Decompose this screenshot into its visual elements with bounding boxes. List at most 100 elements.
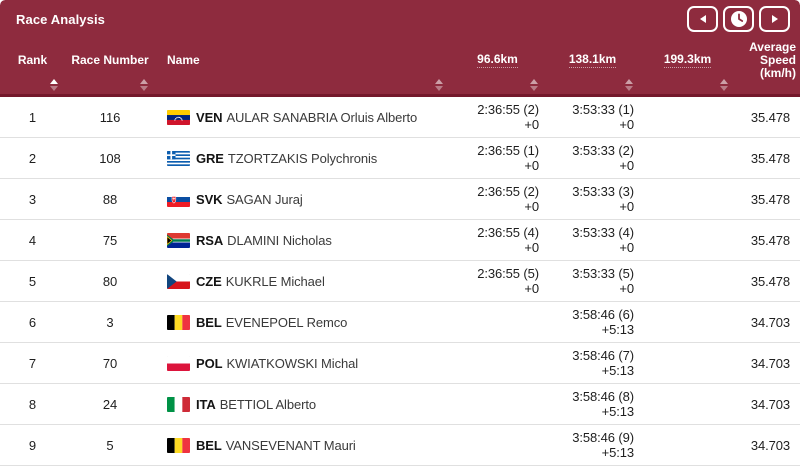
column-header-km3[interactable]: 199.3km (640, 38, 735, 94)
average-speed-cell: 35.478 (750, 109, 790, 125)
page-title: Race Analysis (16, 11, 105, 27)
noc-code: BEL (196, 437, 222, 453)
noc-code: SVK (196, 191, 223, 207)
split-time: 2:36:55 (4) (477, 225, 539, 240)
table-row: 6 3 BEL EVENEPOEL Remco 3:58:46 (6) +5:13 34.7… (0, 302, 800, 343)
column-header-rank[interactable]: Rank (0, 38, 65, 94)
race-number-cell: 88 (102, 191, 118, 207)
sort-arrows-icon[interactable] (50, 79, 58, 91)
table-row: 5 80 CZE KUKRLE Michael 2:36:55 (5) +0 3:53:33… (0, 261, 800, 302)
sort-arrows-icon[interactable] (625, 79, 633, 91)
athlete-cell: BEL EVENEPOEL Remco (155, 314, 450, 330)
split-km2-cell: 3:58:46 (9) +5:13 (545, 430, 640, 460)
rank-cell: 4 (28, 232, 37, 248)
sort-arrows-icon[interactable] (530, 79, 538, 91)
column-header-km1[interactable]: 96.6km (450, 38, 545, 94)
split-gap: +0 (524, 199, 539, 214)
results-table-body: 1 116 VEN AULAR SANABRIA Orluis Alberto 2:36… (0, 97, 800, 466)
split-km1-cell: 2:36:55 (2) +0 (450, 184, 545, 214)
prev-split-button[interactable] (687, 6, 718, 32)
split-time: 2:36:55 (2) (477, 184, 539, 199)
next-split-button[interactable] (759, 6, 790, 32)
split-km1-cell: 2:36:55 (5) +0 (450, 266, 545, 296)
athlete-cell: VEN AULAR SANABRIA Orluis Alberto (155, 109, 450, 125)
athlete-cell: POL KWIATKOWSKI Michal (155, 355, 450, 371)
race-number-cell: 70 (102, 355, 118, 371)
column-header-km2[interactable]: 138.1km (545, 38, 640, 94)
athlete-cell: RSA DLAMINI Nicholas (155, 232, 450, 248)
split-time: 2:36:55 (1) (477, 143, 539, 158)
column-headers-row: Rank Race Number Name 96.6km 138.1km 199.3km A… (0, 38, 800, 94)
athlete-cell: SVK SAGAN Juraj (155, 191, 450, 207)
rank-cell: 9 (28, 437, 37, 453)
sort-arrows-icon[interactable] (720, 79, 728, 91)
athlete-cell: ITA BETTIOL Alberto (155, 396, 450, 412)
sort-arrows-icon[interactable] (435, 79, 443, 91)
split-gap: +0 (619, 281, 634, 296)
race-number-cell: 108 (99, 150, 121, 166)
column-header-name[interactable]: Name (155, 38, 450, 94)
table-row: 3 88 SVK SAGAN Juraj 2:36:55 (2) +0 3:53:33 (3… (0, 179, 800, 220)
split-gap: +0 (619, 158, 634, 173)
column-label-km1: 96.6km (477, 51, 518, 68)
table-row: 4 75 RSA DLAMINI Nicholas 2:36:55 (4) +0 3:53:… (0, 220, 800, 261)
flag-icon-gre (167, 150, 190, 166)
split-gap: +5:13 (601, 363, 635, 378)
column-label-num: Race Number (71, 52, 149, 67)
split-time: 3:53:33 (1) (572, 102, 634, 117)
rank-cell: 6 (28, 314, 37, 330)
noc-code: VEN (196, 109, 223, 125)
split-gap: +0 (524, 117, 539, 132)
noc-code: CZE (196, 273, 222, 289)
split-time: 3:58:46 (7) (572, 348, 634, 363)
athlete-name: BETTIOL Alberto (219, 396, 316, 412)
split-gap: +0 (619, 199, 634, 214)
time-mode-button[interactable] (723, 6, 754, 32)
average-speed-cell: 35.478 (750, 150, 790, 166)
split-gap: +0 (524, 158, 539, 173)
split-km2-cell: 3:58:46 (6) +5:13 (545, 307, 640, 337)
split-gap: +0 (619, 117, 634, 132)
average-speed-cell: 34.703 (750, 396, 790, 412)
flag-icon-bel (167, 437, 190, 453)
table-row: 7 70 POL KWIATKOWSKI Michal 3:58:46 (7) +5:13… (0, 343, 800, 384)
split-time: 2:36:55 (5) (477, 266, 539, 281)
race-number-cell: 75 (102, 232, 118, 248)
split-time: 3:53:33 (5) (572, 266, 634, 281)
split-km2-cell: 3:53:33 (4) +0 (545, 225, 640, 255)
table-header: Race Analysis Rank Race Number Name 96.6km 1… (0, 0, 800, 97)
average-speed-cell: 35.478 (750, 191, 790, 207)
rank-cell: 7 (28, 355, 37, 371)
split-time: 3:58:46 (6) (572, 307, 634, 322)
column-label-km2: 138.1km (568, 51, 617, 68)
clock-icon (730, 11, 747, 27)
chevron-right-icon (771, 15, 778, 23)
column-header-num[interactable]: Race Number (65, 38, 155, 94)
flag-icon-rsa (167, 232, 190, 248)
split-time: 3:53:33 (4) (572, 225, 634, 240)
flag-icon-ven (167, 109, 190, 125)
split-gap: +5:13 (601, 404, 635, 419)
table-row: 9 5 BEL VANSEVENANT Mauri 3:58:46 (9) +5:13 34… (0, 425, 800, 466)
split-time: 3:58:46 (9) (572, 430, 634, 445)
noc-code: ITA (196, 396, 216, 412)
split-km2-cell: 3:53:33 (2) +0 (545, 143, 640, 173)
table-row: 1 116 VEN AULAR SANABRIA Orluis Alberto 2:36… (0, 97, 800, 138)
split-km1-cell: 2:36:55 (2) +0 (450, 102, 545, 132)
rank-cell: 3 (28, 191, 37, 207)
flag-icon-bel (167, 314, 190, 330)
average-speed-cell: 34.703 (750, 314, 790, 330)
split-time: 3:53:33 (3) (572, 184, 634, 199)
athlete-cell: BEL VANSEVENANT Mauri (155, 437, 450, 453)
sort-arrows-icon[interactable] (140, 79, 148, 91)
column-label-rank: Rank (17, 52, 48, 67)
flag-icon-cze (167, 273, 190, 289)
column-label-km3: 199.3km (663, 51, 712, 68)
column-header-avg: Average Speed (km/h) (735, 38, 800, 94)
average-speed-cell: 34.703 (750, 437, 790, 453)
split-gap: +0 (619, 240, 634, 255)
split-km2-cell: 3:53:33 (3) +0 (545, 184, 640, 214)
athlete-name: DLAMINI Nicholas (227, 232, 332, 248)
race-number-cell: 3 (106, 314, 114, 330)
